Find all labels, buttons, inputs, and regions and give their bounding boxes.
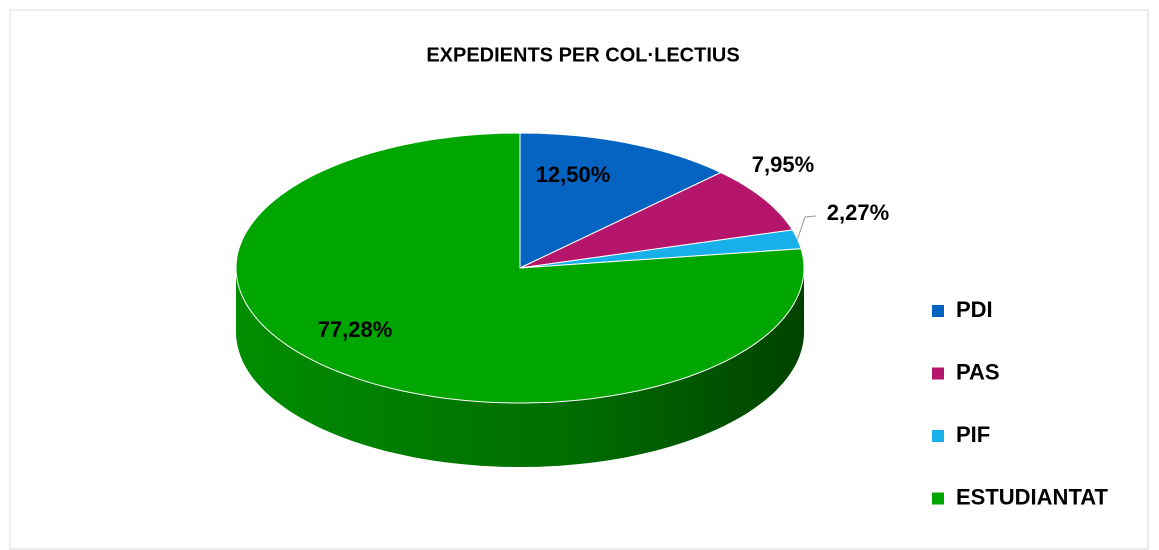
- slice: [519, 229, 802, 269]
- legend-swatch: [932, 367, 944, 380]
- slice: [519, 171, 794, 269]
- data-label: 2,27%: [827, 200, 889, 225]
- legend-swatch: [932, 492, 944, 505]
- leader-line: [797, 215, 817, 240]
- legend-label: ESTUDIANTAT: [956, 484, 1109, 509]
- legend-swatch: [932, 305, 944, 317]
- legend-label: PDI: [956, 297, 993, 322]
- slice: [519, 132, 722, 269]
- legend-label: PAS: [956, 359, 1000, 384]
- data-label: 77,28%: [318, 317, 393, 342]
- data-label: 7,95%: [752, 152, 814, 177]
- legend-swatch: [932, 430, 944, 442]
- data-label: 12,50%: [536, 162, 611, 187]
- slice-side-shade: [236, 268, 804, 467]
- chart-title: EXPEDIENTS PER COL·LECTIUS: [426, 44, 739, 66]
- legend-label: PIF: [956, 422, 990, 447]
- slice: [235, 132, 805, 404]
